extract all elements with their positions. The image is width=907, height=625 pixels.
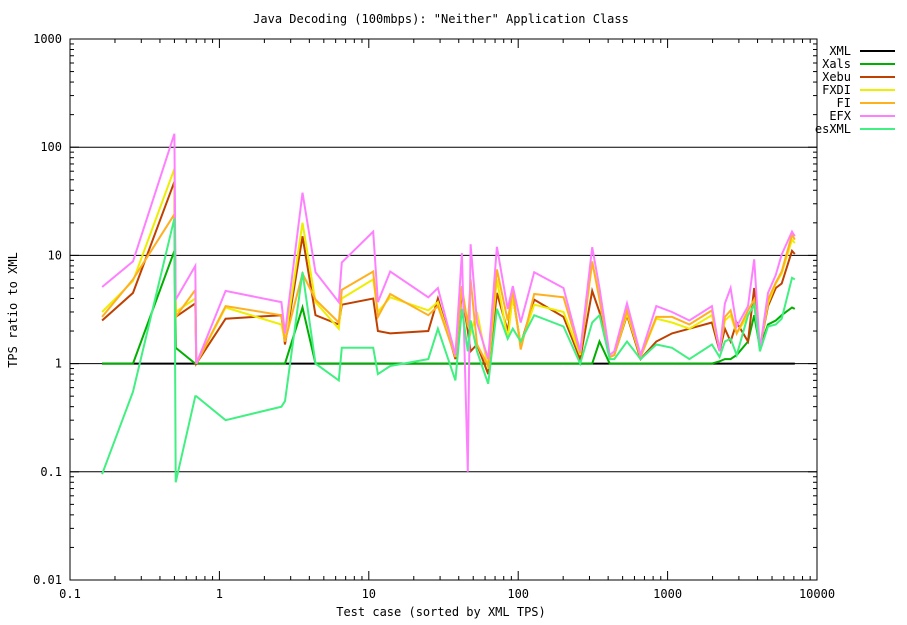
- series-line-xals: [102, 250, 796, 365]
- chart-title: Java Decoding (100mbps): "Neither" Appli…: [253, 12, 629, 26]
- legend-label: EFX: [829, 109, 851, 123]
- y-axis-label: TPS ratio to XML: [6, 252, 20, 368]
- series-line-fi: [101, 210, 796, 370]
- x-tick-label: 10000: [799, 587, 835, 601]
- series-line-esxml: [101, 218, 796, 483]
- y-tick-label: 1: [55, 357, 62, 371]
- x-tick-label: 10: [362, 587, 376, 601]
- series-line-efx: [101, 133, 796, 472]
- y-tick-label: 1000: [33, 32, 62, 46]
- y-tick-label: 10: [48, 248, 62, 262]
- y-tick-label: 0.1: [40, 465, 62, 479]
- x-tick-label: 100: [507, 587, 529, 601]
- x-tick-label: 0.1: [59, 587, 81, 601]
- x-tick-label: 1000: [653, 587, 682, 601]
- legend-label: FXDI: [822, 83, 851, 97]
- legend-label: Xebu: [822, 70, 851, 84]
- legend-label: FI: [837, 96, 851, 110]
- plot-border: [69, 38, 818, 581]
- y-tick-label: 0.01: [33, 573, 62, 587]
- legend-label: XML: [829, 44, 851, 58]
- series-lines: [101, 133, 796, 483]
- y-tick-label: 100: [40, 140, 62, 154]
- legend-label: esXML: [815, 122, 851, 136]
- x-tick-label: 1: [216, 587, 223, 601]
- legend-label: Xals: [822, 57, 851, 71]
- x-axis-label: Test case (sorted by XML TPS): [336, 605, 546, 619]
